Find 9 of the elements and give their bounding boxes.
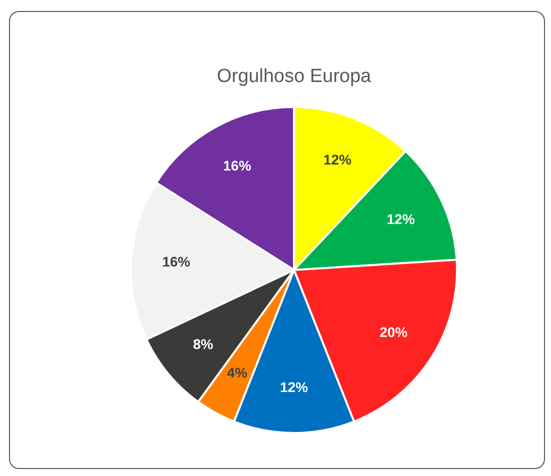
data-label: 8%	[192, 336, 214, 352]
data-label: 16%	[223, 158, 252, 174]
data-label: 12%	[280, 379, 309, 395]
chart-title: Orgulhoso Europa	[216, 66, 372, 87]
data-label: 20%	[380, 324, 408, 340]
data-label: 16%	[162, 254, 191, 270]
data-label: 12%	[386, 210, 416, 227]
data-label: 12%	[323, 151, 352, 168]
data-label: 4%	[227, 364, 248, 380]
